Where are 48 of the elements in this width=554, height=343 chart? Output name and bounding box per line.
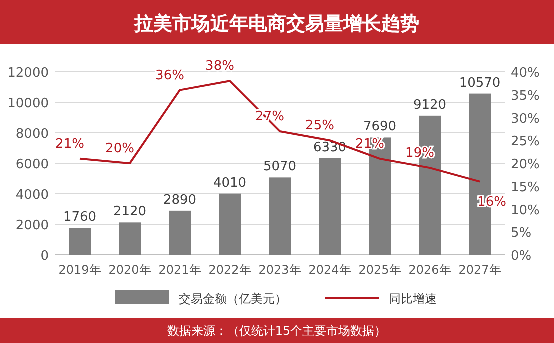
x-tick-label: 2024年 [308, 263, 352, 277]
data-label: 9120 [413, 98, 447, 113]
data-label: 2120 [113, 204, 147, 220]
y2-tick-label: 10% [511, 203, 540, 218]
x-tick-label: 2023年 [258, 263, 302, 277]
bar [119, 222, 141, 255]
data-label: 1760 [63, 210, 97, 226]
bar [319, 158, 341, 255]
data-label: 25% [306, 118, 334, 134]
y2-tick-label: 0% [511, 249, 532, 264]
y2-tick-label: 5% [511, 226, 532, 242]
y-tick-label: 12000 [8, 66, 49, 81]
bar [69, 228, 91, 255]
y2-tick-label: 40% [511, 66, 540, 81]
data-label: 36% [156, 68, 184, 84]
y-tick-label: 8000 [16, 127, 49, 142]
data-label: 7690 [363, 120, 397, 135]
data-label: 38% [206, 59, 234, 74]
y-tick-label: 2000 [16, 218, 49, 234]
data-label: 5070 [263, 160, 297, 175]
y2-tick-label: 25% [511, 134, 540, 150]
y-tick-label: 10000 [8, 96, 49, 112]
data-label: 4010 [213, 176, 247, 191]
x-tick-label: 2019年 [58, 263, 102, 277]
data-label: 21% [56, 136, 84, 152]
source-note: 数据来源：（仅统计15个主要市场数据） [167, 324, 387, 338]
y2-tick-label: 35% [511, 88, 540, 104]
x-tick-label: 2020年 [108, 263, 152, 277]
x-tick-label: 2026年 [408, 263, 452, 277]
y2-tick-label: 30% [511, 112, 540, 127]
data-label: 20% [106, 142, 134, 156]
bar [219, 194, 241, 255]
x-tick-label: 2025年 [358, 263, 402, 277]
bar [169, 210, 191, 255]
legend-label: 交易金额（亿美元） [179, 292, 287, 306]
legend-label: 同比增速 [389, 292, 437, 306]
chart-title: 拉美市场近年电商交易量增长趋势 [134, 13, 420, 35]
y-tick-label: 4000 [16, 188, 49, 203]
data-label: 10570 [459, 76, 501, 91]
x-tick-label: 2027年 [458, 263, 502, 277]
bar [269, 178, 291, 255]
y-tick-label: 0 [40, 249, 49, 264]
data-label: 2890 [163, 192, 197, 208]
y2-tick-label: 15% [511, 180, 540, 196]
x-tick-label: 2021年 [158, 263, 202, 277]
x-tick-label: 2022年 [208, 263, 252, 277]
y-tick-label: 6000 [16, 158, 49, 172]
y2-tick-label: 20% [511, 158, 540, 172]
